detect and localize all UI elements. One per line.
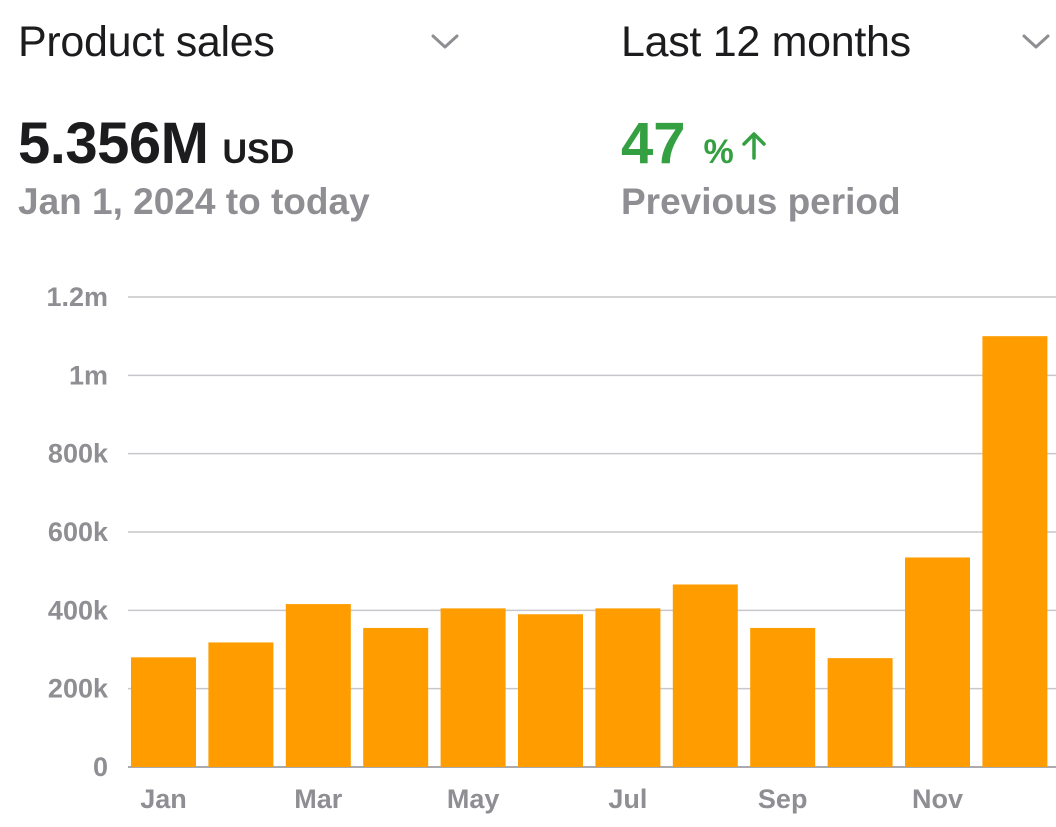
x-tick-label: Mar: [294, 784, 343, 814]
total-sales-value: 5.356M: [18, 111, 209, 176]
change-percent-value: 47: [621, 111, 686, 176]
bar-nov: [905, 557, 970, 767]
currency-unit: USD: [222, 133, 295, 171]
metric-select-label: Product sales: [18, 18, 275, 66]
bar-dec: [982, 336, 1048, 767]
x-tick-label: Jul: [608, 784, 647, 814]
chevron-down-icon: [428, 30, 462, 57]
bar-apr: [363, 627, 429, 767]
metric-select[interactable]: Product sales: [18, 18, 478, 67]
range-select[interactable]: Last 12 months: [621, 18, 1056, 67]
y-tick-label: 1m: [69, 360, 108, 390]
bar-aug: [672, 584, 738, 767]
bar-jul: [595, 608, 661, 767]
sales-bar-chart: 0 200k 400k 600k 800k 1m 1.2m Jan Mar May Jul Sep No…: [46, 282, 1056, 814]
y-tick-label: 200k: [48, 674, 109, 704]
y-tick-label: 0: [93, 752, 108, 782]
x-tick-label: May: [447, 784, 500, 814]
period-change-stat: 47 % Previous period: [621, 110, 901, 223]
x-tick-label: Nov: [912, 784, 963, 814]
x-tick-label: Sep: [758, 784, 808, 814]
y-tick-label: 400k: [48, 595, 109, 625]
y-tick-label: 1.2m: [46, 282, 108, 312]
bar-sep: [750, 627, 816, 767]
percent-unit: %: [703, 133, 734, 171]
bar-feb: [208, 642, 274, 767]
bar-may: [440, 608, 506, 767]
bar-oct: [827, 658, 893, 767]
arrow-up-icon: [740, 131, 768, 166]
previous-period-caption: Previous period: [621, 181, 901, 222]
bar-mar: [285, 604, 351, 767]
chevron-down-icon: [1019, 30, 1053, 57]
bar-jun: [518, 614, 583, 767]
y-tick-label: 600k: [48, 517, 109, 547]
total-sales-stat: 5.356M USD Jan 1, 2024 to today: [18, 110, 370, 223]
range-select-label: Last 12 months: [621, 18, 911, 66]
date-range-caption: Jan 1, 2024 to today: [18, 181, 370, 222]
bar-jan: [131, 657, 196, 767]
x-tick-label: Jan: [140, 784, 187, 814]
y-tick-label: 800k: [48, 439, 109, 469]
